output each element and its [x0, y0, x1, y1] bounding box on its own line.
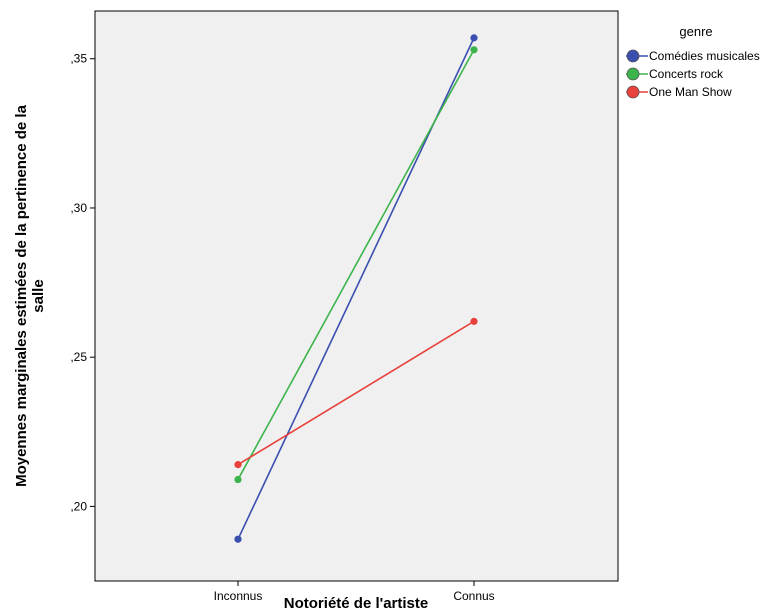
legend-item: Concerts rock [626, 67, 724, 81]
data-point [234, 461, 242, 469]
y-axis-title-line-1: Moyennes marginales estimées de la perti… [13, 104, 30, 486]
y-tick-label: ,25 [70, 350, 87, 364]
series-2 [234, 317, 478, 469]
series-line [237, 49, 475, 480]
legend: genre Comédies musicales Concerts rock One… [626, 24, 760, 99]
legend-label: Concerts rock [649, 67, 724, 81]
x-tick-label: Inconnus [214, 589, 263, 603]
x-tick-label: Connus [453, 589, 494, 603]
legend-marker-swatch [626, 67, 640, 81]
y-tick-label: ,30 [70, 201, 87, 215]
data-point [470, 46, 478, 54]
series-layer [234, 34, 478, 543]
x-axis: Inconnus Connus [214, 581, 495, 603]
plot-area [94, 10, 619, 582]
x-axis-title: Notoriété de l'artiste [284, 595, 428, 612]
y-axis: ,20 ,25 ,30 ,35 [70, 52, 95, 513]
legend-title: genre [679, 24, 712, 39]
legend-item: One Man Show [626, 85, 732, 99]
legend-marker-swatch [626, 49, 640, 63]
series-1 [234, 46, 478, 484]
data-point [234, 475, 242, 484]
y-tick-label: ,20 [70, 499, 87, 513]
legend-label: Comédies musicales [649, 49, 760, 63]
y-axis-title-line-2: salle [30, 279, 47, 312]
data-point [470, 317, 478, 325]
legend-label: One Man Show [649, 85, 732, 99]
legend-item: Comédies musicales [626, 49, 760, 63]
series-line [237, 320, 475, 466]
y-axis-title: Moyennes marginales estimées de la perti… [13, 104, 47, 486]
y-tick-label: ,35 [70, 52, 87, 66]
legend-marker-swatch [626, 85, 640, 99]
data-point [470, 34, 478, 42]
data-point [234, 535, 242, 543]
legend-items: Comédies musicales Concerts rock One Man S… [626, 49, 760, 99]
